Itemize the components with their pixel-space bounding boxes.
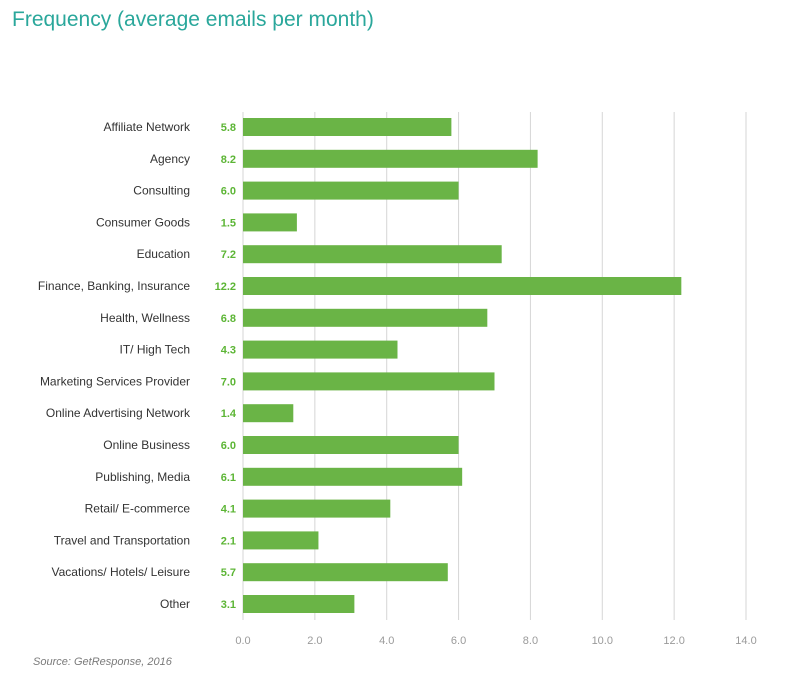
bar [243,308,488,327]
category-label: Agency [150,152,190,166]
value-label: 3.1 [221,599,236,611]
bar [243,404,294,423]
bar [243,499,391,518]
value-label: 6.1 [221,472,236,484]
category-label: Consulting [133,184,190,198]
bar [243,436,459,454]
bar [243,277,682,295]
category-label: Finance, Banking, Insurance [38,279,190,293]
x-tick-label: 10.0 [592,635,613,647]
value-label: 2.1 [221,535,236,547]
bar [243,467,463,486]
x-tick-label: 14.0 [735,635,756,647]
category-label: Online Business [103,438,190,452]
category-label: Retail/ E-commerce [85,502,191,516]
x-tick-label: 12.0 [663,635,684,647]
category-label: Publishing, Media [95,470,190,484]
x-tick-label: 6.0 [451,635,466,647]
value-label: 4.3 [221,345,236,357]
value-label: 7.0 [221,376,236,388]
bar [243,531,319,550]
bar [243,118,452,136]
bar [243,372,495,391]
x-tick-label: 8.0 [523,635,538,647]
category-label: Health, Wellness [100,311,190,325]
category-label: Other [160,597,190,611]
value-label: 6.8 [221,313,236,325]
value-label: 1.5 [221,217,236,229]
category-label: Affiliate Network [104,120,191,134]
x-tick-label: 0.0 [235,635,250,647]
chart-title: Frequency (average emails per month) [12,8,374,31]
category-label: IT/ High Tech [120,343,190,357]
bar [243,340,398,359]
value-label: 6.0 [221,440,236,452]
source-note: Source: GetResponse, 2016 [33,656,172,668]
bar [243,149,538,168]
bar [243,563,448,582]
category-label: Online Advertising Network [46,406,191,420]
category-label: Travel and Transportation [54,533,190,547]
value-label: 5.7 [221,567,236,579]
value-label: 8.2 [221,154,236,166]
value-label: 12.2 [215,281,236,293]
value-label: 4.1 [221,504,236,516]
bar [243,245,502,264]
bar [243,213,297,232]
value-label: 6.0 [221,186,236,198]
category-label: Marketing Services Provider [40,374,190,388]
x-tick-label: 4.0 [379,635,394,647]
value-label: 7.2 [221,249,236,261]
category-label: Vacations/ Hotels/ Leisure [51,565,190,579]
value-label: 1.4 [221,408,237,420]
value-label: 5.8 [221,122,236,134]
category-label: Education [137,247,190,261]
category-label: Consumer Goods [96,215,190,229]
bar [243,595,355,613]
bar [243,181,459,200]
x-tick-label: 2.0 [307,635,322,647]
